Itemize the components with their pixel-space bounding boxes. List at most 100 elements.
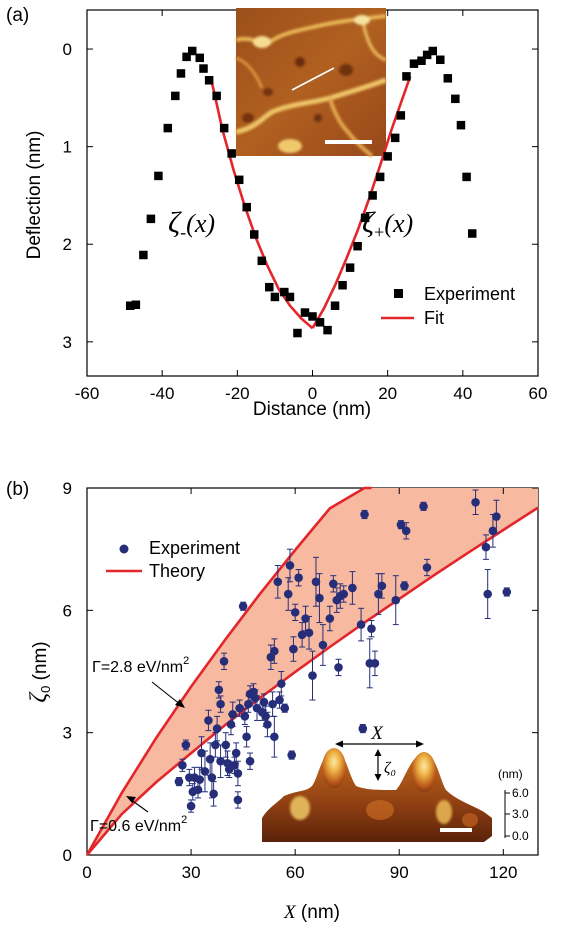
experiment-point [233,760,243,787]
experiment-marker [212,724,222,733]
legend-fit-label: Fit [424,308,444,328]
panel-b-tick-labels: 0 30 60 90 120 0 3 6 9 [63,479,518,882]
b-ytick-label: 9 [63,479,72,498]
a-ytick-label: 2 [63,235,72,254]
experiment-point [377,573,387,599]
experiment-marker [280,703,290,713]
experiment-point [195,766,205,793]
experiment-point [276,671,286,697]
experiment-point [176,69,186,78]
experiment-point [212,715,222,742]
b-xtick-label: 30 [182,863,201,882]
gamma-high-text: Γ=2.8 eV/nm [92,659,183,676]
legend-theory-label: Theory [149,561,205,581]
experiment-point [467,229,477,238]
experiment-point [181,739,191,751]
gamma-low-superscript: 2 [181,814,187,826]
experiment-point [290,603,300,622]
experiment-marker [207,773,217,782]
experiment-marker [270,646,279,656]
a-xtick-label: 60 [529,384,548,403]
experiment-marker [377,581,387,591]
experiment-point [401,522,411,540]
experiment-marker [391,595,401,605]
experiment-marker [216,756,225,766]
a-xtick-label: -40 [150,384,175,403]
panel-b: (b) 0 30 60 90 120 0 3 6 9 X ζ₀ [6,479,539,923]
experiment-point [308,312,317,321]
panel-a-y-axis-label: Deflection (nm) [24,131,45,260]
experiment-point [265,282,274,292]
experiment-marker [360,510,369,519]
panel-a-x-axis-label: Distance (nm) [253,399,371,420]
gamma-low-text: Γ=0.6 eV/nm [90,818,181,835]
experiment-point [325,605,335,632]
inset-scale-tick-0: 0.0 [512,829,529,843]
experiment-point [383,152,392,161]
experiment-point [216,744,225,779]
panel-b-x-axis-label: X (nm) [283,902,340,923]
experiment-marker [318,640,328,650]
theory-curve-gamma-2.8 [85,486,372,856]
panel-b-plot-frame [86,487,539,856]
experiment-point [308,650,317,701]
experiment-point [231,742,241,764]
experiment-point [235,699,244,717]
experiment-point [171,91,180,101]
experiment-marker [193,785,203,795]
experiment-point [367,620,376,638]
experiment-point [289,636,298,662]
experiment-point [417,56,426,66]
experiment-marker [245,756,255,766]
experiment-marker [471,497,480,507]
legend-experiment-label: Experiment [424,284,515,304]
experiment-point [368,191,377,200]
experiment-point [323,325,332,335]
experiment-point [315,318,325,327]
experiment-point [471,489,480,516]
b-xtick-label: 0 [82,863,91,882]
experiment-point [242,202,251,212]
experiment-marker [294,573,303,583]
experiment-point [338,280,347,290]
experiment-point [174,777,184,787]
experiment-marker [419,502,428,511]
experiment-point [283,577,293,611]
experiment-marker [200,767,210,776]
experiment-marker [186,801,196,811]
experiment-point [356,607,366,642]
experiment-marker [209,789,218,799]
a-ytick-label: 0 [63,40,72,59]
panel-a-legend: Experiment Fit [381,284,515,328]
experiment-point [219,123,229,133]
gamma-high-superscript: 2 [183,655,189,667]
experiment-point [483,569,492,619]
a-xtick-label: 40 [453,384,472,403]
experiment-point [481,534,491,560]
experiment-point [391,575,401,626]
experiment-point [270,292,280,302]
experiment-point [348,571,357,605]
experiment-marker [308,671,317,680]
panel-a-experiment-points [125,46,477,338]
experiment-point [428,46,438,56]
experiment-marker [226,720,236,729]
experiment-point [334,658,343,677]
experiment-point [396,520,406,530]
experiment-point [240,707,250,726]
experiment-marker [483,589,492,599]
panel-b-ticks [86,487,538,856]
experiment-marker [174,777,184,786]
experiment-point [182,52,191,62]
experiment-marker [219,657,229,666]
zeta-minus-label: ζ-(x) [168,206,215,242]
experiment-marker [205,754,215,764]
experiment-marker [374,589,383,599]
experiment-point [419,501,428,511]
experiment-point [285,292,295,302]
experiment-marker [492,512,501,521]
experiment-point [436,55,445,65]
experiment-marker [231,748,241,758]
panel-b-3d-afm-inset: X ζ₀ (nm) 6.0 3.0 0.0 [258,723,529,844]
experiment-marker [235,703,244,713]
